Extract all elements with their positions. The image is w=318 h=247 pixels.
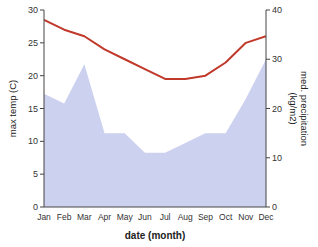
x-tick-label: Oct	[219, 212, 233, 222]
x-tick-label: Jul	[160, 212, 171, 222]
y-tick-label: 5	[33, 169, 38, 179]
y2-tick-label: 10	[272, 153, 282, 163]
x-tick-label: May	[117, 212, 134, 222]
y-tick	[40, 141, 44, 142]
x-tick-label: Aug	[178, 212, 193, 222]
y2-tick	[266, 108, 270, 109]
x-tick-label: Apr	[98, 212, 111, 222]
y2-axis-label-line: (kg/m2)	[288, 92, 299, 124]
y2-tick	[266, 59, 270, 60]
y2-tick-label: 40	[272, 5, 282, 15]
y-tick	[40, 174, 44, 175]
y2-tick-label: 30	[272, 54, 282, 64]
y-tick	[40, 42, 44, 43]
y2-tick	[266, 157, 270, 158]
chart: 0 5 10 15 20 25 30 0 10 20 30 40 Jan Feb Mar Apr May Jun J…	[0, 0, 318, 247]
y-tick-label: 15	[28, 104, 38, 114]
y-tick	[40, 207, 44, 208]
y-axis-label: max temp (C)	[7, 80, 18, 138]
x-tick-label: Jan	[37, 212, 51, 222]
y2-tick	[266, 207, 270, 208]
y-tick	[40, 75, 44, 76]
y-tick-label: 0	[33, 202, 38, 212]
x-axis-label: date (month)	[125, 230, 186, 241]
y-tick	[40, 108, 44, 109]
precipitation-area	[44, 59, 266, 207]
y-tick-label: 10	[28, 136, 38, 146]
y-tick-label: 30	[28, 5, 38, 15]
x-tick-label: Jun	[138, 212, 152, 222]
x-tick-label: Sep	[198, 212, 213, 222]
y2-tick-label: 20	[272, 104, 282, 114]
x-tick-label: Nov	[238, 212, 254, 222]
x-tick-label: Mar	[77, 212, 92, 222]
y2-axis-label-line: med. precipitation	[299, 71, 310, 146]
y2-tick	[266, 10, 270, 11]
x-tick-label: Feb	[57, 212, 72, 222]
y-tick-label: 25	[28, 38, 38, 48]
plot-area	[44, 20, 266, 207]
y-tick	[40, 10, 44, 11]
x-tick-label: Dec	[258, 212, 274, 222]
y-tick-label: 20	[28, 71, 38, 81]
y2-tick-label: 0	[272, 202, 277, 212]
x-axis-line	[44, 207, 266, 208]
y2-axis-label: med. precipitation(kg/m2)	[288, 71, 310, 146]
temperature-line	[44, 20, 266, 79]
